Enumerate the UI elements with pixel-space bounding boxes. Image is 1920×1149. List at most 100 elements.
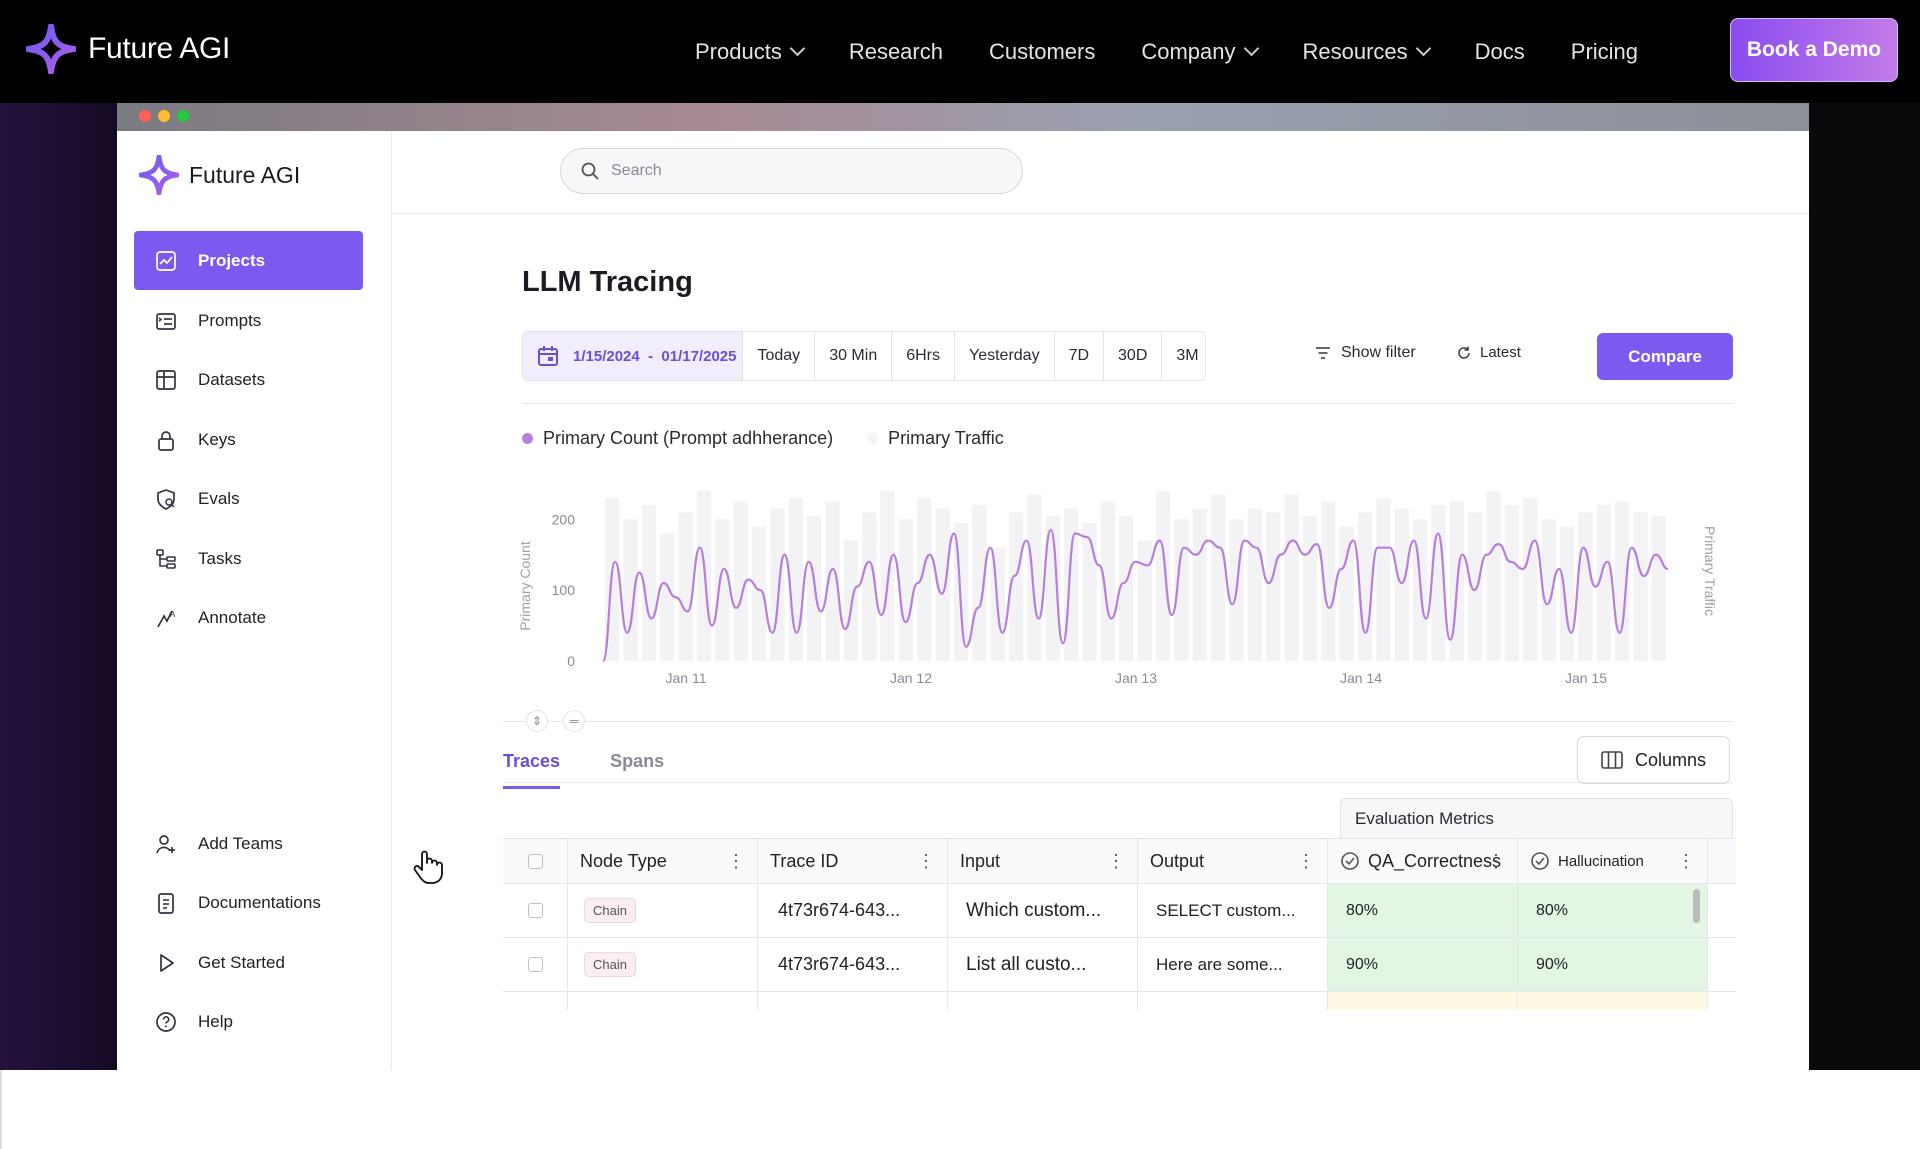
sidebar-item-help[interactable]: Help — [134, 992, 363, 1051]
nav-item-customers[interactable]: Customers — [989, 39, 1095, 65]
traffic-bar — [1247, 508, 1263, 661]
range-button-today[interactable]: Today — [742, 332, 814, 380]
traffic-bar — [1486, 491, 1501, 661]
cell-output: SELECT custom... — [1138, 884, 1328, 937]
nav-item-label: Resources — [1302, 38, 1408, 64]
column-header-label: Node Type — [580, 850, 667, 871]
collapse-handle[interactable]: ⇕ — [526, 710, 548, 732]
traffic-bar — [1394, 508, 1409, 661]
traffic-bar — [935, 508, 950, 661]
brand-logo[interactable]: Future AGI — [26, 24, 230, 74]
nav-item-docs[interactable]: Docs — [1475, 39, 1525, 65]
search-placeholder: Search — [611, 162, 662, 179]
nav-item-resources[interactable]: Resources — [1302, 38, 1431, 65]
table-header-row: Node Type ⋮ Trace ID ⋮ Input ⋮ Output ⋮ QA_Corre… — [503, 838, 1736, 884]
compare-button[interactable]: Compare — [1597, 333, 1733, 380]
show-filter-label: Show filter — [1341, 344, 1416, 361]
nav-item-research[interactable]: Research — [849, 39, 943, 65]
nav-item-pricing[interactable]: Pricing — [1571, 39, 1638, 65]
nav-item-label: Customers — [988, 38, 1096, 64]
column-menu-icon[interactable]: ⋮ — [1107, 851, 1125, 871]
column-menu-icon[interactable]: ⋮ — [917, 851, 935, 871]
column-header-trace-id[interactable]: Trace ID ⋮ — [758, 839, 948, 883]
sidebar-item-keys[interactable]: Keys — [134, 410, 363, 469]
play-icon — [154, 951, 178, 975]
traffic-bar — [1651, 515, 1666, 661]
tab-spans[interactable]: Spans — [610, 751, 665, 771]
table-scrollbar[interactable] — [1693, 889, 1700, 923]
column-header-hallucination[interactable]: Hallucination ⋮ — [1518, 839, 1708, 883]
sidebar-item-label: Get Started — [198, 952, 285, 972]
date-range-picker[interactable]: 1/15/2024 - 01/17/2025 — [523, 332, 743, 380]
column-header-node-type[interactable]: Node Type ⋮ — [568, 839, 758, 883]
traffic-bar — [843, 540, 859, 661]
cell-value: 4t73r674-643... — [778, 954, 901, 974]
drag-handle[interactable]: ═ — [563, 710, 585, 732]
latest-button[interactable]: Latest — [1456, 344, 1521, 361]
sidebar-item-tasks[interactable]: Tasks — [134, 529, 363, 588]
sidebar-item-projects[interactable]: Projects — [134, 231, 363, 290]
traffic-bar — [1008, 512, 1024, 661]
column-menu-icon[interactable]: ⋮ — [1297, 851, 1315, 871]
traffic-bar — [917, 498, 932, 661]
book-demo-button[interactable]: Book a Demo — [1730, 18, 1898, 82]
chevron-down-icon — [1415, 40, 1431, 57]
close-dot-icon[interactable] — [139, 110, 151, 122]
nav-item-company[interactable]: Company — [1141, 39, 1259, 65]
header-divider — [393, 213, 1809, 214]
maximize-dot-icon[interactable] — [177, 110, 189, 122]
range-button-6hrs[interactable]: 6Hrs — [891, 332, 954, 380]
sidebar-item-add-teams[interactable]: Add Teams — [134, 814, 363, 873]
legend-label-primary-traffic[interactable]: Primary Traffic — [888, 428, 1004, 448]
traffic-bar — [1064, 508, 1079, 661]
traffic-bar — [660, 533, 675, 661]
sidebar-brand[interactable]: Future AGI — [139, 155, 300, 195]
nav-item-label: Pricing — [1570, 38, 1639, 64]
filter-divider — [522, 403, 1733, 404]
minimize-dot-icon[interactable] — [158, 110, 170, 122]
row-checkbox[interactable] — [527, 903, 543, 918]
column-header-input[interactable]: Input ⋮ — [948, 839, 1138, 883]
legend-label-primary-count[interactable]: Primary Count (Prompt adhherance) — [543, 428, 834, 448]
range-button-yesterday[interactable]: Yesterday — [954, 332, 1054, 380]
sidebar-item-prompts[interactable]: Prompts — [134, 291, 363, 350]
node-type-chip: Chain — [584, 898, 636, 923]
sidebar: Future AGI Projects Prompts Datasets Keys Ev… — [117, 131, 443, 1070]
help-icon — [154, 1010, 178, 1034]
column-header-output[interactable]: Output ⋮ — [1138, 839, 1328, 883]
range-button-30-min[interactable]: 30 Min — [814, 332, 891, 380]
columns-button[interactable]: Columns — [1577, 736, 1730, 784]
sidebar-item-get-started[interactable]: Get Started — [134, 933, 363, 992]
sidebar-item-evals[interactable]: Evals — [134, 469, 363, 528]
column-menu-icon[interactable]: ⋮ — [1487, 851, 1505, 871]
row-checkbox[interactable] — [527, 853, 543, 869]
search-input[interactable]: Search — [560, 148, 1023, 194]
show-filter-button[interactable]: Show filter — [1315, 344, 1416, 362]
traffic-bar — [1321, 501, 1336, 661]
nav-item-products[interactable]: Products — [695, 39, 806, 65]
range-button-30d[interactable]: 30D — [1103, 332, 1161, 380]
chart-divider — [503, 721, 1733, 722]
traffic-bar — [1614, 501, 1630, 661]
column-menu-icon[interactable]: ⋮ — [1677, 851, 1695, 871]
traffic-bar — [1596, 505, 1611, 661]
traffic-bar — [1541, 519, 1556, 661]
y-tick-label: 0 — [567, 653, 575, 669]
column-menu-icon[interactable]: ⋮ — [727, 851, 745, 871]
cell-value: 90% — [1536, 955, 1569, 973]
sidebar-item-annotate[interactable]: A Annotate — [134, 588, 363, 647]
tasks-icon — [154, 547, 178, 571]
column-header-qa-correctness[interactable]: QA_Correctness ⋮ — [1328, 839, 1518, 883]
table-row-partial[interactable] — [503, 992, 1736, 1010]
collapse-icon: ⇕ — [531, 714, 543, 728]
row-checkbox[interactable] — [527, 957, 543, 972]
sidebar-item-documentations[interactable]: Documentations — [134, 873, 363, 932]
range-button-3m[interactable]: 3M — [1161, 332, 1204, 380]
top-navigation: Future AGI Products Research Customers Comp… — [0, 0, 1920, 103]
table-row[interactable]: Chain 4t73r674-643... Which custom... SELEC… — [503, 884, 1736, 938]
sidebar-item-datasets[interactable]: Datasets — [134, 350, 363, 409]
table-row[interactable]: Chain 4t73r674-643... List all custo... Her… — [503, 938, 1736, 992]
y-axis-label: Primary Count — [518, 541, 533, 631]
tab-traces[interactable]: Traces — [503, 751, 561, 789]
range-button-7d[interactable]: 7D — [1053, 332, 1103, 380]
